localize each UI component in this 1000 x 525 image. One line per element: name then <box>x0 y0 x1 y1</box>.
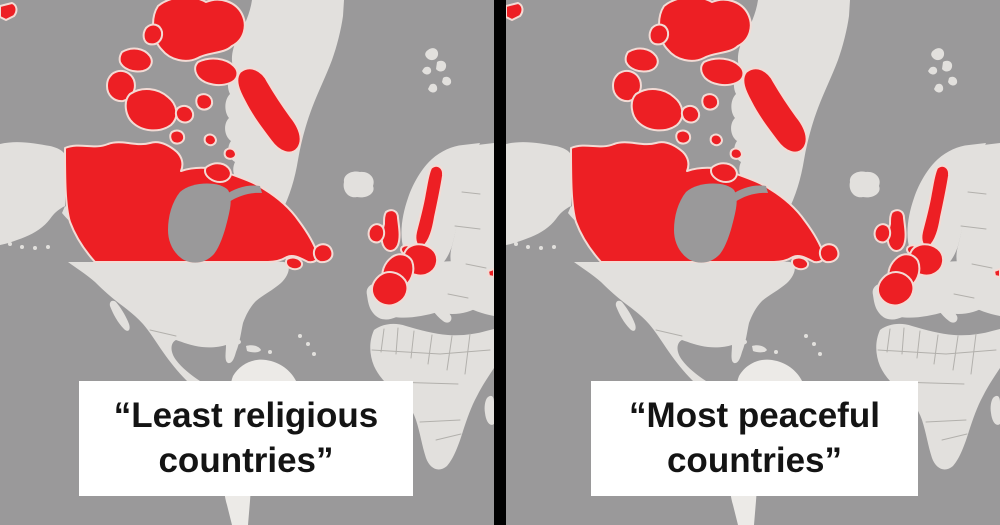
caption-right: “Most peaceful countries” <box>591 381 918 496</box>
caption-left-line2: countries” <box>158 440 334 480</box>
caption-right-line2: countries” <box>666 440 843 480</box>
panel-divider <box>494 0 506 525</box>
caption-left-line1: “Least religious <box>113 395 379 435</box>
right-map-panel: “Most peaceful countries” <box>506 0 1000 525</box>
left-map-panel: “Least religious countries” <box>0 0 494 525</box>
caption-right-line1: “Most peaceful <box>629 395 880 435</box>
caption-left: “Least religious countries” <box>79 381 413 496</box>
